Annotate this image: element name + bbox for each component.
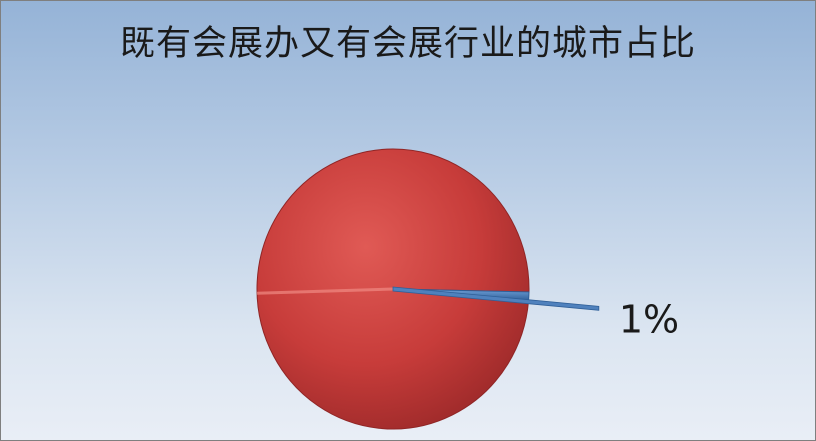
pie-slice-small-exploded — [392, 286, 600, 311]
chart-title: 既有会展办又有会展行业的城市占比 — [119, 24, 696, 64]
data-label-small-slice: 1% — [619, 297, 679, 341]
